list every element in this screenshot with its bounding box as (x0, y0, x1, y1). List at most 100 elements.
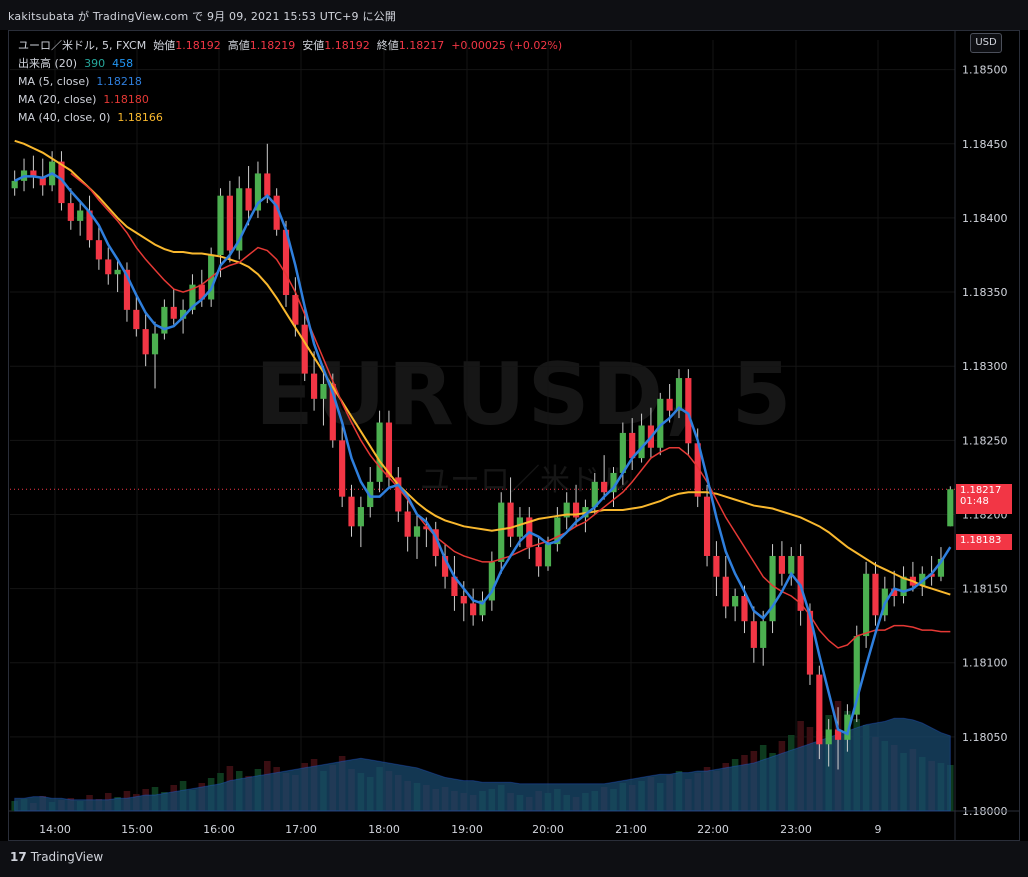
candle-body (479, 600, 486, 616)
candle-body (292, 295, 299, 325)
candle-body (507, 502, 514, 537)
brand-label: TradingView (30, 850, 104, 864)
x-tick-label: 18:00 (368, 823, 400, 836)
x-tick-label: 20:00 (532, 823, 564, 836)
candle-body (601, 481, 608, 493)
candle-body (320, 383, 327, 399)
ma5-line (14, 172, 952, 736)
candle-body (732, 596, 739, 607)
candle-body (282, 229, 290, 296)
close-value: 1.18217 (398, 39, 445, 52)
y-tick-label: 1.18450 (962, 138, 1008, 151)
ma40-line (14, 139, 951, 596)
ma20-row[interactable]: MA (20, close) 1.18180 (18, 91, 562, 109)
ma20-price-tag: 1.18183 (956, 534, 1012, 550)
candle-body (460, 596, 467, 604)
candle-body (844, 714, 851, 740)
candle-body (77, 210, 84, 221)
candle-body (441, 555, 449, 577)
candle-body (572, 502, 580, 518)
candle-body (657, 398, 664, 448)
candle-body (666, 398, 673, 411)
high-value: 1.18219 (249, 39, 296, 52)
low-value: 1.18192 (324, 39, 370, 52)
price-chart[interactable]: 1.180001.180501.181001.181501.182001.182… (0, 0, 1028, 841)
candle-body (778, 555, 785, 574)
low-label: 安値 (302, 39, 325, 52)
candle-body (310, 373, 318, 399)
x-tick-label: 14:00 (39, 823, 71, 836)
candle-body (750, 621, 757, 648)
candle-body (806, 610, 814, 675)
candle-body (872, 573, 879, 616)
candle-body (339, 440, 346, 497)
candle-body (488, 561, 495, 601)
candle-body (11, 180, 18, 189)
candle-body (95, 240, 102, 260)
high-label: 高値 (227, 39, 250, 52)
change-value: +0.00025 (+0.02%) (451, 39, 563, 52)
last-price-tag: 1.18217 01:48 (956, 484, 1012, 514)
y-tick-label: 1.18100 (962, 657, 1008, 670)
symbol-label[interactable]: ユーロ／米ドル, 5, FXCM (18, 39, 147, 52)
candle-body (86, 210, 93, 241)
candle-body (451, 576, 458, 597)
tradingview-brand[interactable]: 17 TradingView (10, 850, 103, 864)
candle-body (357, 507, 364, 527)
y-tick-label: 1.18350 (962, 286, 1008, 299)
x-tick-label: 22:00 (697, 823, 729, 836)
candle-body (30, 170, 37, 177)
ohlc-row: ユーロ／米ドル, 5, FXCM 始値1.18192 高値1.18219 安値1… (18, 37, 562, 55)
candle-body (180, 309, 187, 319)
candle-body (535, 547, 542, 567)
candle-body (170, 306, 177, 319)
x-tick-label: 17:00 (285, 823, 317, 836)
candle-body (853, 636, 860, 715)
candle-body (937, 558, 945, 577)
candle-body (423, 526, 430, 530)
candle-body (264, 173, 271, 196)
candle-body (610, 472, 617, 493)
chart-frame[interactable] (8, 30, 1020, 841)
footer-bar (0, 841, 1028, 877)
candle-body (900, 576, 907, 597)
x-tick-label: 15:00 (121, 823, 153, 836)
candle-body (544, 544, 552, 567)
candle-body (816, 674, 823, 745)
ma20-label: MA (20, close) (18, 93, 97, 106)
x-tick-label: 9 (875, 823, 882, 836)
open-value: 1.18192 (175, 39, 221, 52)
candle-body (769, 555, 776, 622)
ma20-price-value: 1.18183 (960, 535, 1002, 546)
candle-body (385, 422, 393, 478)
candle-body (834, 729, 842, 740)
candle-body (713, 555, 720, 577)
candle-body (703, 496, 711, 556)
candle-body (133, 309, 140, 330)
candle-body (432, 529, 439, 556)
ma20-value: 1.18180 (103, 93, 149, 106)
candle-body (226, 195, 233, 251)
candle-body (797, 555, 804, 611)
candle-body (114, 269, 121, 275)
ma40-row[interactable]: MA (40, close, 0) 1.18166 (18, 109, 562, 127)
x-tick-label: 19:00 (451, 823, 483, 836)
candle-body (161, 306, 168, 334)
ma5-row[interactable]: MA (5, close) 1.18218 (18, 73, 562, 91)
candle-body (675, 378, 683, 411)
candle-body (39, 176, 46, 186)
candle-body (151, 333, 159, 355)
candle-body (105, 259, 112, 275)
candle-body (67, 203, 74, 221)
candle-body (217, 195, 224, 255)
publish-line: kakitsubata が TradingView.com で 9月 09, 2… (8, 10, 397, 23)
y-tick-label: 1.18400 (962, 212, 1008, 225)
candle-body (189, 284, 196, 310)
candle-body (760, 621, 767, 648)
y-tick-label: 1.18250 (962, 434, 1008, 447)
ma5-value: 1.18218 (96, 75, 142, 88)
volume-row[interactable]: 出来高 (20) 390 458 (18, 55, 562, 73)
currency-button[interactable]: USD (970, 33, 1002, 53)
tradingview-logo-icon: 17 (10, 850, 27, 864)
candle-body (348, 496, 355, 527)
